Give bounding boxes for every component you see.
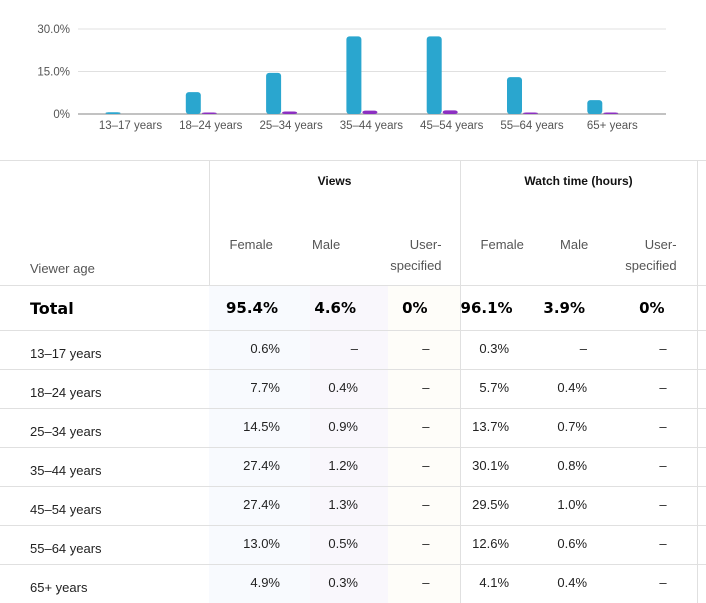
row-value-cell: 0.9% <box>310 409 388 448</box>
row-value-cell: – <box>388 487 460 526</box>
x-tick-label: 35–44 years <box>340 120 404 132</box>
row-value-cell: 0.5% <box>310 526 388 565</box>
total-views-user-specified: 0% <box>388 286 460 331</box>
bar-female[interactable] <box>106 112 121 114</box>
total-views-male: 4.6% <box>310 286 388 331</box>
row-value-cell: 5.7% <box>460 370 539 409</box>
total-watch-user-specified: 0% <box>617 286 697 331</box>
row-value-cell: 0.4% <box>539 370 617 409</box>
row-value-cell: – <box>539 331 617 370</box>
row-value-cell: 1.2% <box>310 448 388 487</box>
row-value-cell: 0.3% <box>460 331 539 370</box>
viewer-age-header[interactable]: Viewer age <box>0 201 209 286</box>
row-value-cell: – <box>388 331 460 370</box>
row-value-cell: 13.7% <box>460 409 539 448</box>
col-watch-male[interactable]: Male <box>539 201 617 286</box>
x-tick-label: 13–17 years <box>99 120 163 132</box>
total-watch-male: 3.9% <box>539 286 617 331</box>
row-age-label: 55–64 years <box>0 526 209 565</box>
bar-female[interactable] <box>507 77 522 114</box>
row-value-cell: – <box>617 526 697 565</box>
row-value-cell: 12.6% <box>460 526 539 565</box>
bar-male[interactable] <box>282 111 297 114</box>
row-value-cell: – <box>617 448 697 487</box>
row-value-cell: – <box>617 331 697 370</box>
col-watch-female[interactable]: Female <box>460 201 539 286</box>
row-value-cell: 0.6% <box>539 526 617 565</box>
bar-male[interactable] <box>202 113 217 115</box>
row-age-label: 45–54 years <box>0 487 209 526</box>
row-value-cell: – <box>388 565 460 603</box>
x-tick-label: 18–24 years <box>179 120 243 132</box>
row-value-cell: – <box>388 370 460 409</box>
row-value-cell: 0.8% <box>539 448 617 487</box>
bar-female[interactable] <box>427 36 442 114</box>
row-value-cell: – <box>617 409 697 448</box>
bar-female[interactable] <box>346 36 361 114</box>
row-value-cell: – <box>617 565 697 603</box>
total-watch-female: 96.1% <box>460 286 539 331</box>
row-value-cell: – <box>388 448 460 487</box>
row-age-label: 35–44 years <box>0 448 209 487</box>
bar-female[interactable] <box>186 92 201 114</box>
row-value-cell: 29.5% <box>460 487 539 526</box>
row-value-cell: – <box>617 487 697 526</box>
row-value-cell: 30.1% <box>460 448 539 487</box>
demographics-table: Views Watch time (hours) Viewer age Fema… <box>0 160 706 603</box>
x-tick-label: 25–34 years <box>259 120 323 132</box>
y-tick-label: 0% <box>53 109 70 121</box>
row-value-cell: – <box>617 370 697 409</box>
group-header-watch-time: Watch time (hours) <box>460 161 697 202</box>
col-watch-user-specified[interactable]: User-specified <box>617 201 697 286</box>
y-tick-label: 15.0% <box>37 67 70 79</box>
row-value-cell: 4.9% <box>209 565 310 603</box>
row-value-cell: – <box>388 526 460 565</box>
row-value-cell: 14.5% <box>209 409 310 448</box>
row-value-cell: 0.6% <box>209 331 310 370</box>
y-tick-label: 30.0% <box>37 24 70 36</box>
x-tick-label: 55–64 years <box>500 120 564 132</box>
x-tick-label: 45–54 years <box>420 120 484 132</box>
row-value-cell: 7.7% <box>209 370 310 409</box>
row-age-label: 65+ years <box>0 565 209 603</box>
row-value-cell: 13.0% <box>209 526 310 565</box>
row-value-cell: 0.7% <box>539 409 617 448</box>
row-age-label: 18–24 years <box>0 370 209 409</box>
age-gender-bar-chart: 30.0% 15.0% 0% 13–17 years 18–24 years 25–34 … <box>0 0 706 150</box>
row-age-label: 13–17 years <box>0 331 209 370</box>
row-value-cell: 27.4% <box>209 448 310 487</box>
x-tick-label: 65+ years <box>587 120 638 132</box>
row-value-cell: 0.4% <box>310 370 388 409</box>
total-views-female: 95.4% <box>209 286 310 331</box>
total-label: Total <box>0 286 209 331</box>
bar-female[interactable] <box>587 100 602 114</box>
col-views-female[interactable]: Female <box>209 201 310 286</box>
bar-male[interactable] <box>362 111 377 114</box>
row-value-cell: 4.1% <box>460 565 539 603</box>
row-value-cell: 0.4% <box>539 565 617 603</box>
bar-male[interactable] <box>603 113 618 115</box>
row-value-cell: – <box>310 331 388 370</box>
col-views-user-specified[interactable]: User-specified <box>388 201 460 286</box>
row-value-cell: 1.3% <box>310 487 388 526</box>
row-value-cell: 27.4% <box>209 487 310 526</box>
bar-male[interactable] <box>443 110 458 114</box>
row-value-cell: 0.3% <box>310 565 388 603</box>
bar-male[interactable] <box>523 113 538 115</box>
row-value-cell: – <box>388 409 460 448</box>
group-header-views: Views <box>209 161 460 202</box>
row-value-cell: 1.0% <box>539 487 617 526</box>
total-row: Total 95.4% 4.6% 0% 96.1% 3.9% 0% <box>0 286 706 331</box>
row-age-label: 25–34 years <box>0 409 209 448</box>
table-corner <box>0 161 209 202</box>
bar-female[interactable] <box>266 73 281 114</box>
col-views-male[interactable]: Male <box>310 201 388 286</box>
